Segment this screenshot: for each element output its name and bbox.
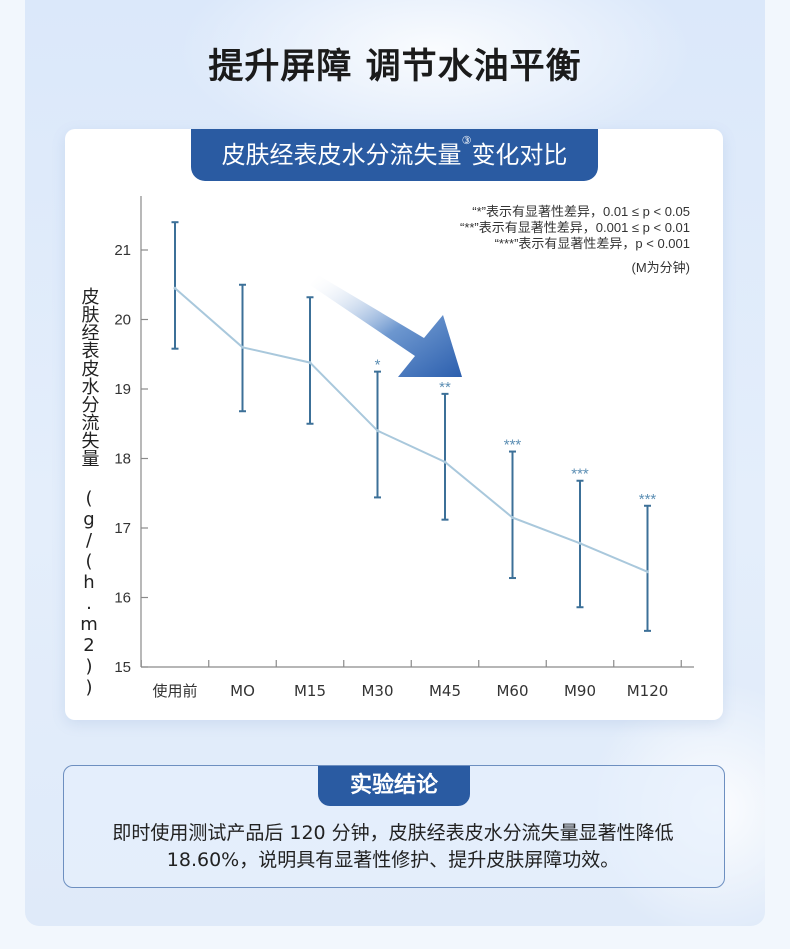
conclusion-text: 即时使用测试产品后 120 分钟，皮肤经表皮水分流失量显著性降低 18.60%，…	[63, 820, 723, 874]
data-point	[241, 345, 244, 349]
data-point	[578, 541, 582, 545]
x-tick-label: M120	[627, 682, 669, 700]
data-point	[376, 429, 379, 433]
conclusion-line-1: 即时使用测试产品后 120 分钟，皮肤经表皮水分流失量显著性降低	[112, 822, 674, 844]
y-tick-label: 20	[114, 312, 131, 329]
x-tick-label: M90	[564, 682, 596, 700]
significance-star: **	[439, 379, 451, 396]
y-tick-label: 15	[114, 659, 131, 676]
page-title: 提升屏障 调节水油平衡	[208, 47, 582, 87]
conclusion-line-2: 18.60%，说明具有显著性修护、提升皮肤屏障功效。	[166, 849, 620, 871]
significance-star: ***	[639, 491, 657, 508]
footnote-marker: ③	[461, 134, 472, 147]
significance-note-2: “**”表示有显著性差异，0.001 ≤ p < 0.01	[460, 220, 690, 235]
y-tick-label: 21	[114, 242, 131, 259]
significance-note-1: “*”表示有显著性差异，0.01 ≤ p < 0.05	[472, 204, 690, 219]
trend-arrow	[310, 275, 462, 377]
significance-note-3: “***”表示有显著性差异，p < 0.001	[495, 236, 690, 251]
significance-star: *	[375, 357, 381, 374]
y-tick-label: 19	[114, 381, 131, 398]
series-line	[174, 287, 648, 573]
x-tick-label: M60	[496, 682, 528, 700]
y-axis-label: 皮肤经表皮水分流失量 (g/(h.m2))	[79, 287, 100, 698]
y-tick-label: 17	[114, 520, 131, 537]
data-point	[646, 570, 649, 574]
minute-note: (M为分钟)	[632, 260, 691, 275]
y-tick-label: 16	[114, 590, 131, 607]
x-tick-label: M45	[429, 682, 461, 700]
data-point	[173, 286, 177, 290]
chart-card-header: 皮肤经表皮水分流失量③变化对比	[191, 129, 598, 181]
chart-header-text: 皮肤经表皮水分流失量	[221, 141, 462, 169]
x-tick-label: M15	[294, 682, 326, 700]
y-tick-label: 18	[114, 451, 131, 468]
x-tick-label: 使用前	[152, 682, 197, 700]
data-point	[308, 361, 312, 365]
data-point	[443, 460, 447, 464]
data-point	[511, 516, 514, 520]
chart-header-text-2: 变化对比	[471, 141, 568, 169]
x-tick-label: MO	[230, 682, 255, 700]
x-tick-label: M30	[361, 682, 393, 700]
conclusion-title: 实验结论	[318, 766, 470, 806]
significance-star: ***	[504, 437, 522, 454]
significance-star: ***	[571, 466, 589, 483]
